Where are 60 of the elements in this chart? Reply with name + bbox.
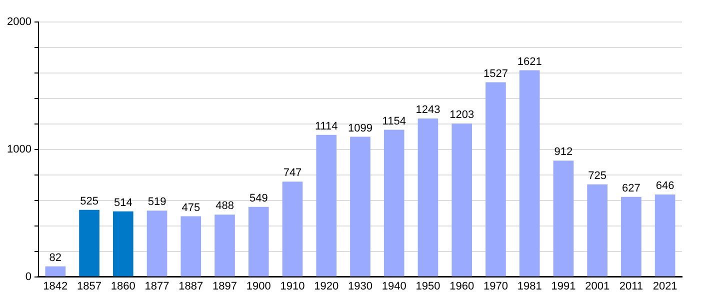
bar	[384, 130, 404, 276]
data-label: 1621	[517, 56, 542, 68]
data-label: 82	[49, 252, 62, 264]
data-label: 525	[80, 195, 98, 208]
x-tick-label: 1857	[77, 280, 102, 292]
x-tick-label: 1930	[348, 280, 372, 292]
data-label: 1114	[314, 120, 338, 132]
x-tick-label: 1860	[110, 280, 136, 292]
bar	[112, 211, 134, 276]
x-tick-label: 1897	[212, 280, 237, 292]
data-label: 1243	[416, 104, 440, 116]
bar	[654, 194, 676, 276]
bar	[350, 136, 370, 276]
y-tick-label: 2000	[6, 16, 32, 28]
x-tick-label: 1842	[43, 280, 68, 292]
x-tick-label: 1950	[416, 280, 440, 292]
x-tick-label: 2021	[652, 280, 678, 292]
bar	[519, 70, 540, 276]
data-label: 488	[216, 200, 234, 212]
data-label: 1154	[382, 115, 406, 128]
data-label: 912	[554, 146, 573, 158]
bar	[180, 216, 202, 276]
bar	[316, 134, 337, 276]
x-tick-label: 1877	[144, 280, 170, 292]
data-label: 1203	[450, 109, 474, 122]
x-tick-label: 1887	[178, 280, 204, 292]
bar	[418, 118, 438, 276]
x-tick-label: 1910	[280, 280, 305, 292]
bar	[79, 210, 100, 276]
x-tick-label: 2011	[619, 280, 644, 292]
data-label: 646	[656, 180, 674, 192]
x-tick-label: 1940	[382, 280, 406, 292]
data-label: 747	[283, 167, 302, 180]
bar	[282, 182, 303, 276]
data-label: 514	[114, 196, 132, 209]
bar	[486, 82, 506, 276]
data-label: 549	[249, 192, 268, 204]
bar	[214, 214, 235, 276]
data-label: 725	[588, 170, 607, 182]
data-label: 1099	[348, 122, 372, 134]
x-tick-label: 1960	[450, 280, 474, 292]
bar	[248, 206, 269, 276]
data-label: 627	[622, 182, 640, 194]
y-tick-label: 1000	[6, 143, 32, 156]
x-tick-label: 1981	[517, 280, 542, 292]
y-tick-label: 0	[25, 270, 32, 283]
x-tick-label: 1900	[246, 280, 271, 292]
x-tick-label: 1920	[314, 280, 339, 292]
bar	[587, 184, 608, 276]
bar	[553, 160, 574, 276]
x-tick-label: 1970	[483, 280, 508, 292]
data-label: 1527	[483, 68, 508, 80]
x-tick-label: 2001	[585, 280, 610, 292]
bar	[146, 210, 168, 276]
data-label: 519	[148, 196, 166, 208]
data-label: 475	[182, 202, 200, 214]
bar	[452, 124, 472, 276]
bar	[45, 266, 66, 276]
bar	[621, 196, 642, 276]
x-tick-label: 1991	[551, 280, 576, 292]
